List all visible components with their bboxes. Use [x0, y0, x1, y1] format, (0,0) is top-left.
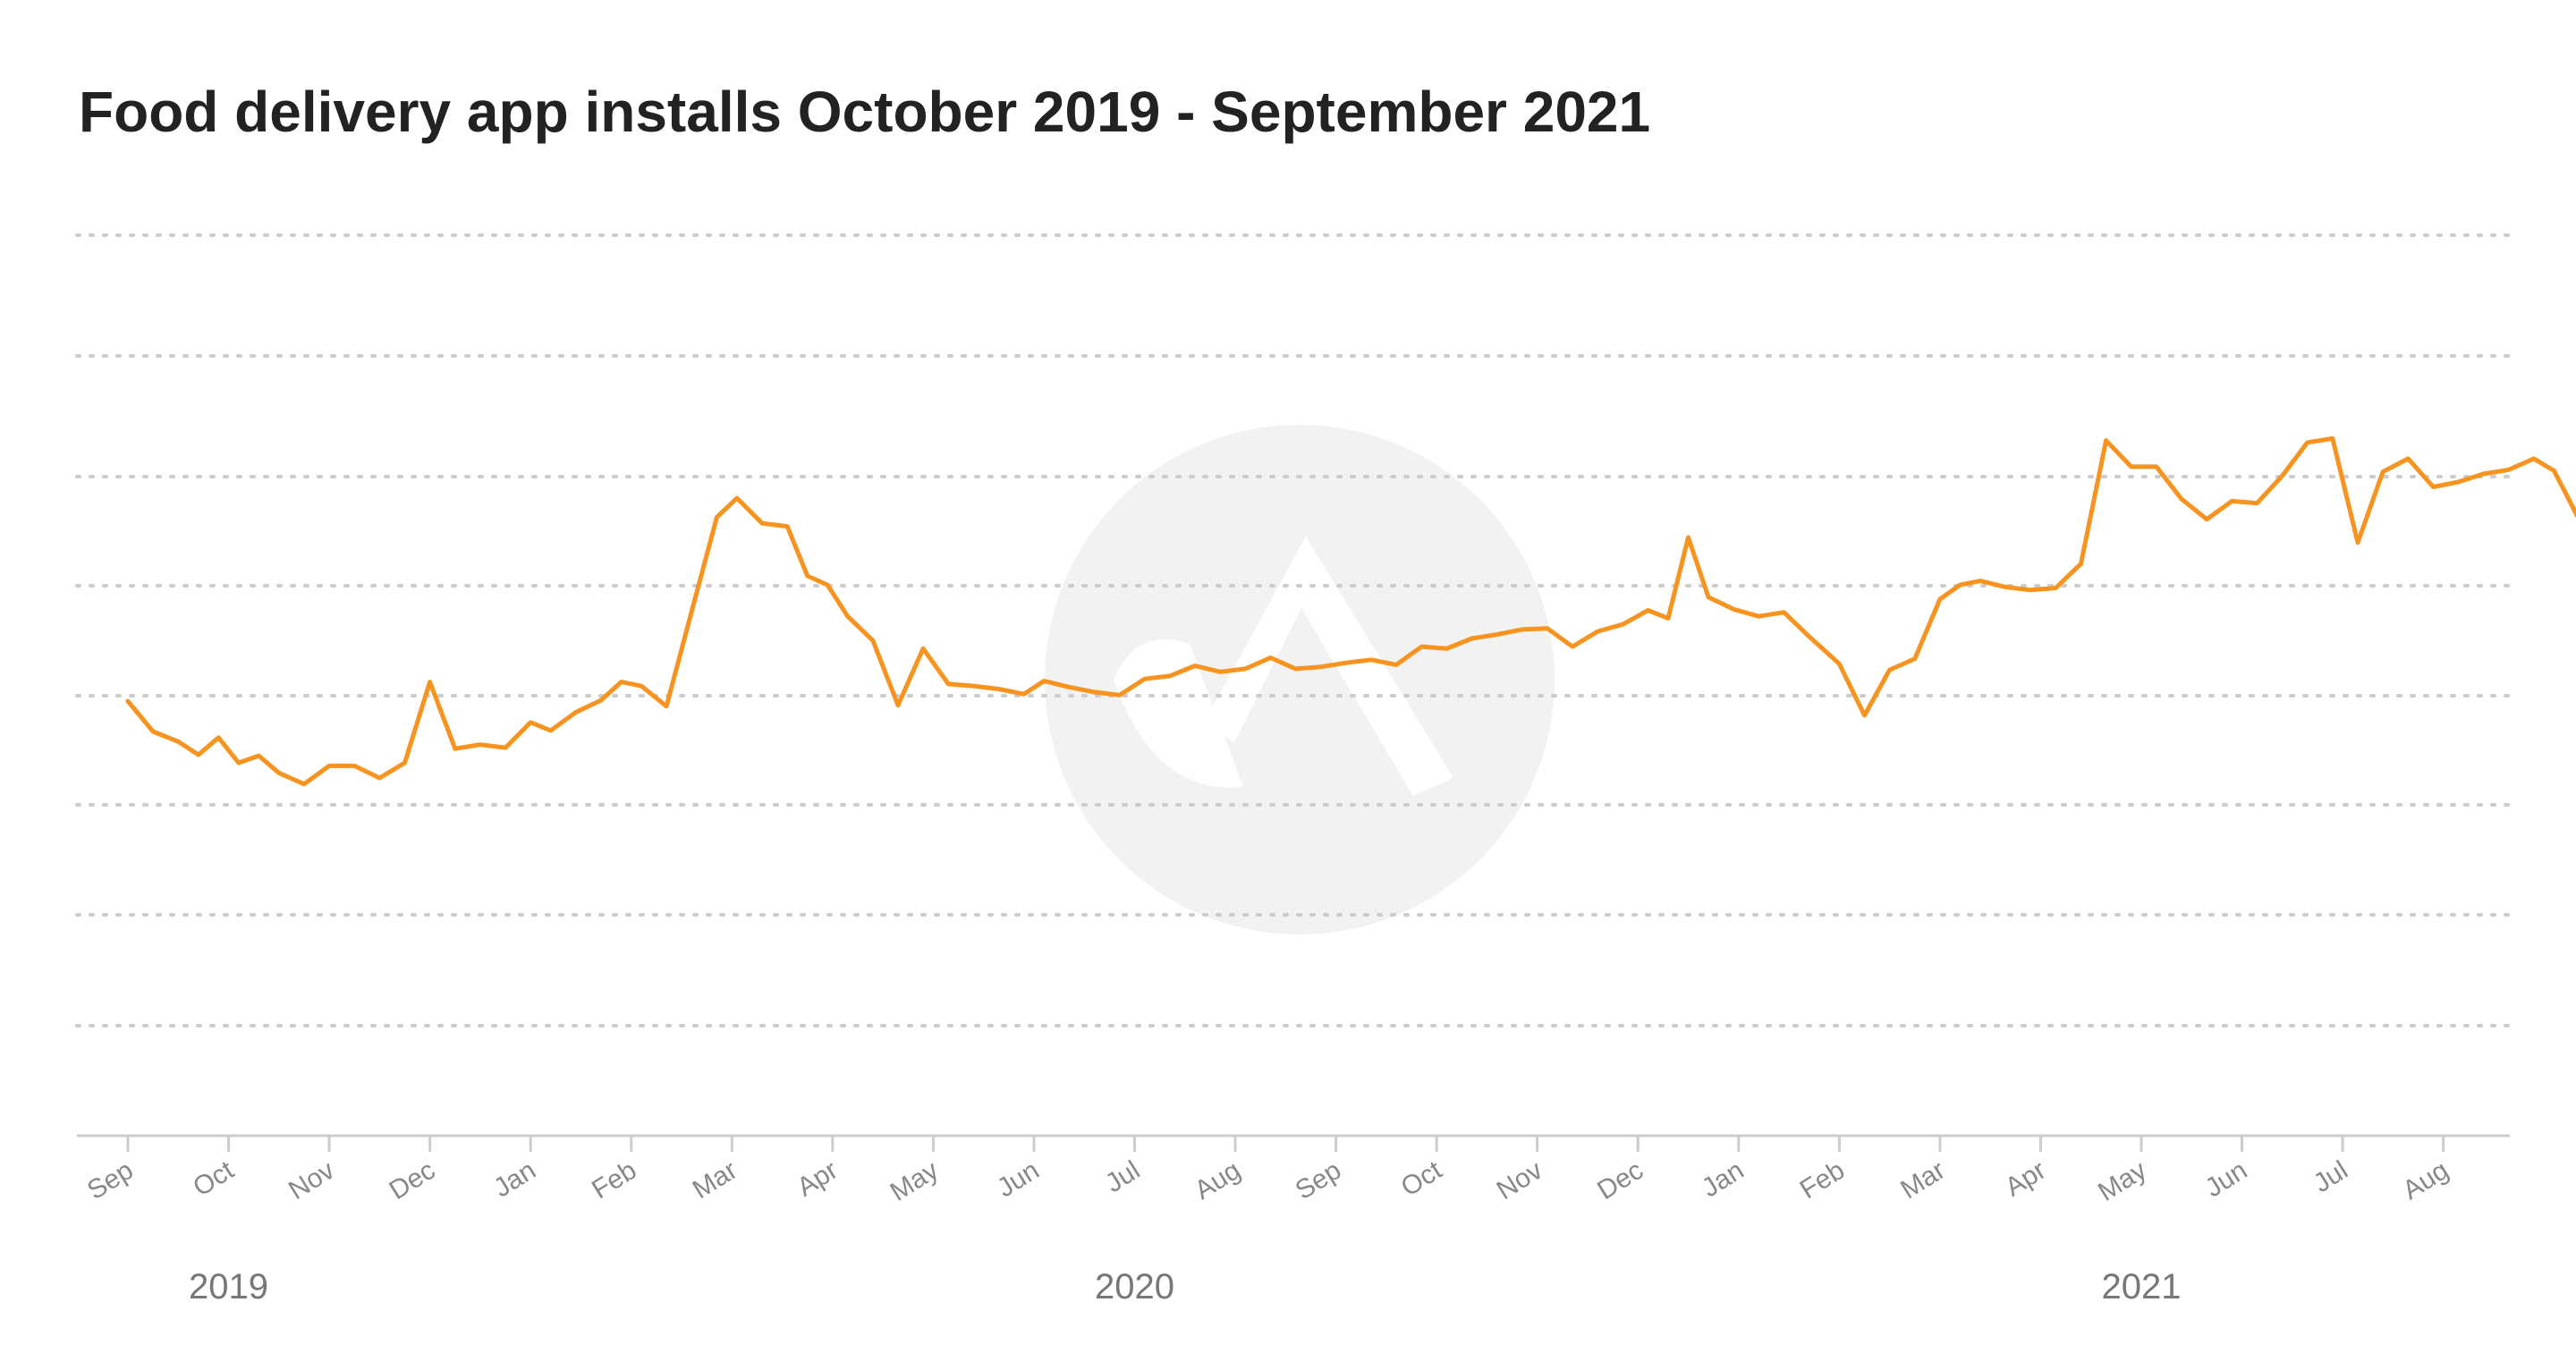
x-axis: Sep Oct Nov Dec Jan Feb Mar Apr May Jun Jul Aug Sep O…: [77, 1134, 2510, 1306]
x-tick-label: Nov: [1492, 1155, 1548, 1205]
year-label: 2019: [189, 1267, 268, 1306]
gridlines: [75, 233, 2512, 1027]
series-layer: [125, 435, 2576, 787]
x-tick-label: Dec: [1592, 1155, 1648, 1205]
x-tick-label: Aug: [1190, 1155, 1246, 1205]
watermark-logo: [1045, 425, 1555, 934]
x-tick-label: Sep: [1291, 1155, 1347, 1205]
x-tick-label: Apr: [2000, 1155, 2051, 1203]
x-tick-label: Jan: [488, 1155, 541, 1204]
x-tick-label: Feb: [1795, 1155, 1850, 1205]
x-tick-label: Aug: [2398, 1155, 2454, 1205]
x-tick-label: Sep: [82, 1155, 139, 1205]
x-tick-label: Oct: [188, 1155, 240, 1203]
x-tick-label: Mar: [1895, 1155, 1950, 1205]
x-tick-label: Jul: [2309, 1155, 2353, 1198]
x-tick-label: Jan: [1697, 1155, 1750, 1204]
x-tick-label: Jun: [2200, 1155, 2253, 1204]
series-line: [125, 435, 2576, 787]
x-tick-label: May: [2093, 1155, 2152, 1207]
x-tick-label: Oct: [1396, 1155, 1448, 1203]
x-tick-label: Nov: [284, 1155, 340, 1205]
chart-title: Food delivery app installs October 2019 …: [79, 80, 1651, 144]
x-tick-label: Feb: [587, 1155, 641, 1205]
x-tick-label: Mar: [688, 1155, 742, 1205]
x-tick-label: Dec: [385, 1155, 441, 1205]
x-tick-label: May: [886, 1155, 945, 1207]
year-label: 2020: [1095, 1267, 1174, 1306]
x-tick-label: Jun: [992, 1155, 1045, 1204]
x-tick-label: Apr: [792, 1155, 843, 1203]
x-tick-label: Jul: [1100, 1155, 1145, 1198]
year-label: 2021: [2102, 1267, 2182, 1306]
